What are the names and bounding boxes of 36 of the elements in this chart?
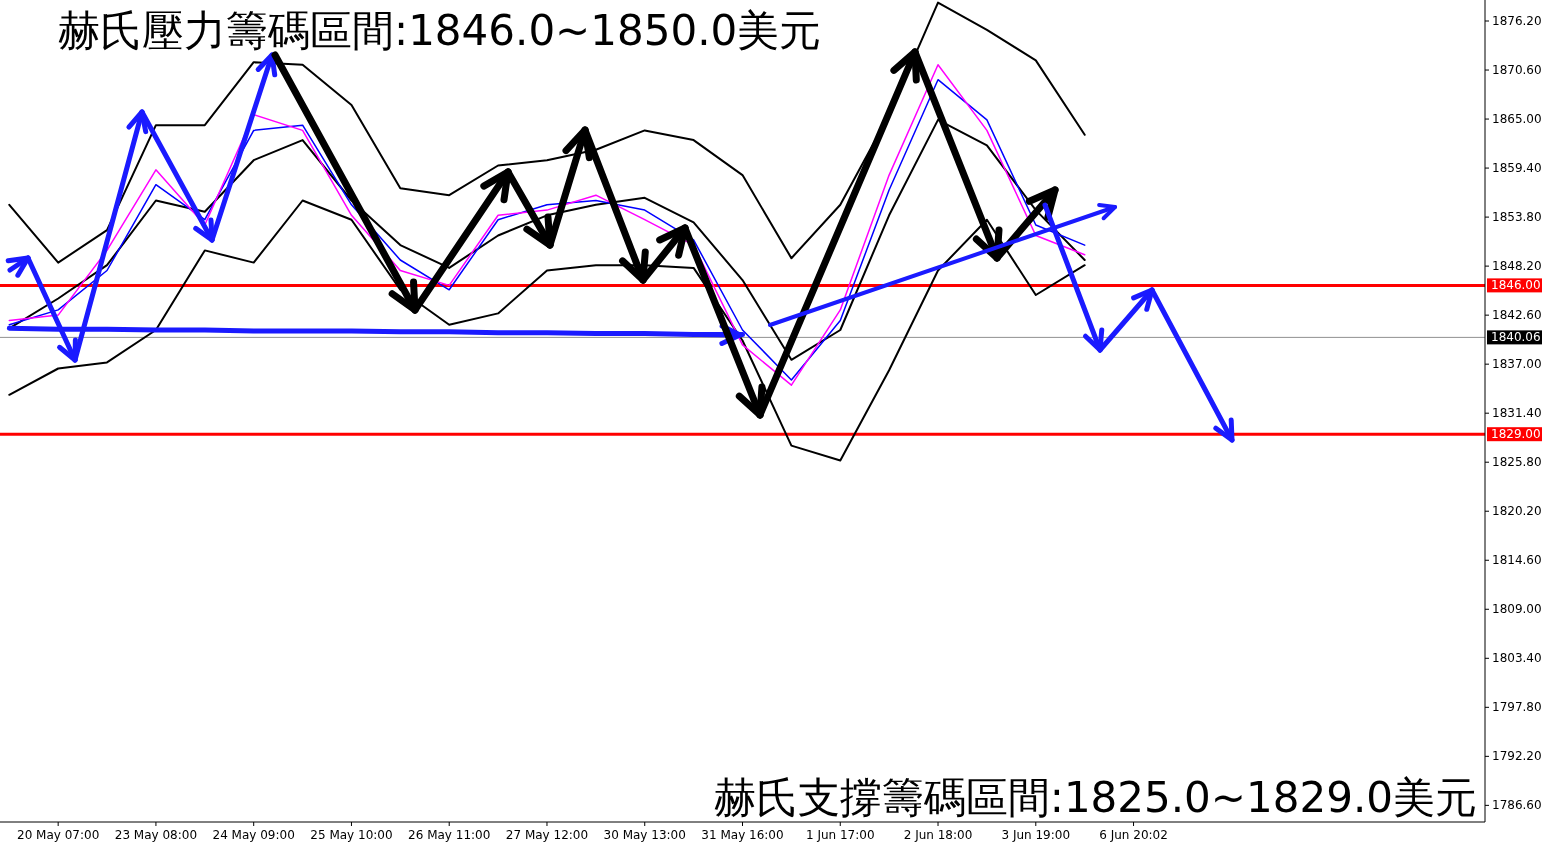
x-tick-label: 23 May 08:00 [114, 828, 198, 842]
x-tick-label: 26 May 11:00 [408, 828, 491, 842]
y-tick-label: 1837.00 [1492, 357, 1542, 372]
y-tick-label: 1786.60 [1492, 798, 1542, 813]
x-tick-label: 24 May 09:00 [212, 828, 295, 842]
y-tick-label: 1848.20 [1492, 259, 1542, 274]
x-tick-label: 2 Jun 18:00 [903, 828, 973, 842]
line-series [8, 199, 1086, 462]
ref-line-label: 1829.00 [1491, 427, 1541, 442]
line-series [8, 1, 1086, 264]
x-tick-label: 30 May 13:00 [603, 828, 686, 842]
y-tick-label: 1825.80 [1492, 455, 1542, 470]
x-tick-label: 6 Jun 20:02 [1099, 828, 1168, 842]
y-tick-label: 1870.60 [1492, 63, 1542, 78]
y-tick-label: 1859.40 [1492, 161, 1542, 176]
y-tick-label: 1809.00 [1492, 602, 1542, 617]
y-tick-label: 1803.40 [1492, 651, 1542, 666]
x-tick-label: 25 May 10:00 [310, 828, 393, 842]
x-tick-label: 3 Jun 19:00 [1001, 828, 1071, 842]
y-tick-label: 1792.20 [1492, 749, 1542, 764]
y-tick-label: 1853.80 [1492, 210, 1542, 225]
y-tick-label: 1820.20 [1492, 504, 1542, 519]
y-tick-label: 1865.00 [1492, 112, 1542, 127]
y-tick-label: 1876.20 [1492, 14, 1542, 29]
x-tick-label: 20 May 07:00 [17, 828, 100, 842]
ref-line-label: 1840.06 [1491, 330, 1541, 345]
y-tick-label: 1814.60 [1492, 553, 1542, 568]
x-tick-label: 27 May 12:00 [505, 828, 589, 842]
y-tick-label: 1842.60 [1492, 308, 1542, 323]
y-tick-label: 1797.80 [1492, 700, 1542, 715]
chart-title: 赫氏壓力籌碼區間:1846.0~1850.0美元 [58, 6, 822, 55]
ref-line-label: 1846.00 [1491, 278, 1541, 293]
annotation: 赫氏支撐籌碼區間:1825.0~1829.0美元 [713, 773, 1477, 822]
y-tick-label: 1831.40 [1492, 406, 1542, 421]
x-tick-label: 31 May 16:00 [701, 828, 784, 842]
x-tick-label: 1 Jun 17:00 [805, 828, 875, 842]
